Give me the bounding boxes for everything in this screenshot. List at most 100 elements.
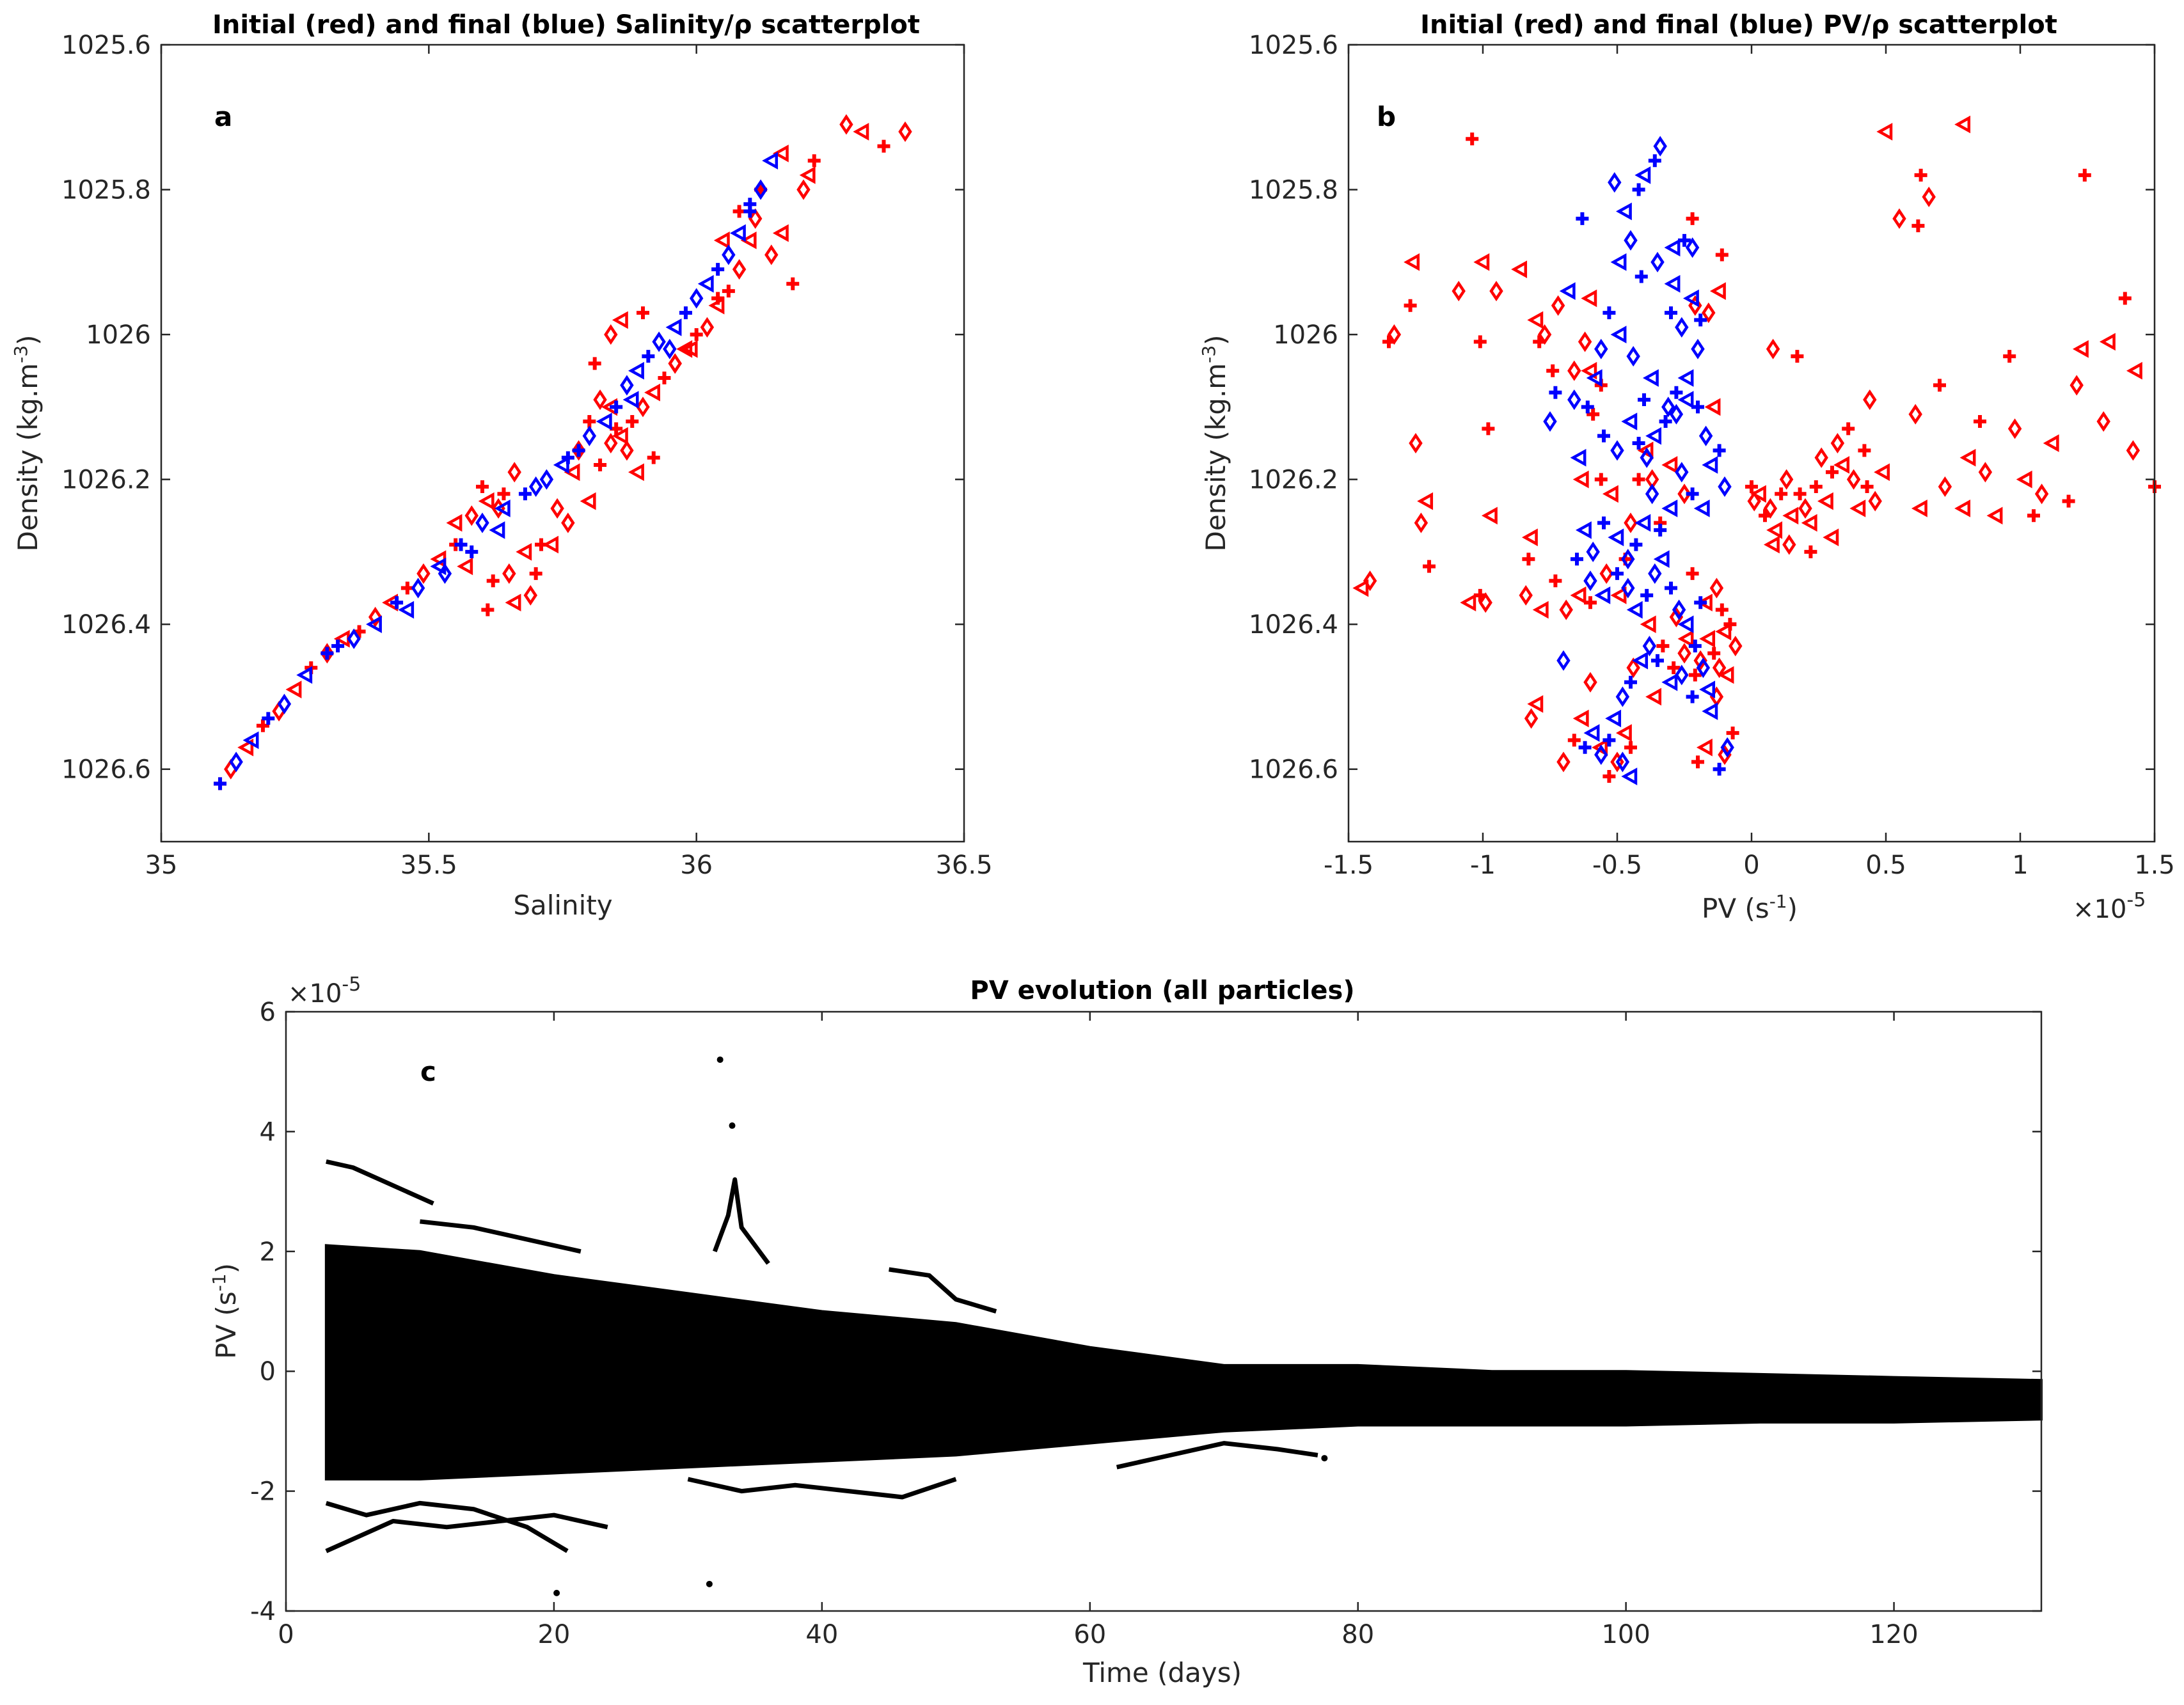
data-point-initial xyxy=(1874,463,1890,482)
data-point-initial xyxy=(732,205,746,218)
x-tick-label: 100 xyxy=(1601,1620,1650,1649)
data-point-initial xyxy=(593,389,607,411)
data-point-initial xyxy=(1645,688,1662,706)
data-point-initial xyxy=(2007,418,2022,439)
data-point-initial xyxy=(1842,422,1855,436)
data-point-initial xyxy=(1581,361,1597,380)
data-point-initial xyxy=(1914,168,1927,182)
data-point-final xyxy=(1567,389,1581,411)
data-point-initial xyxy=(1826,466,1839,479)
data-point-initial xyxy=(1404,299,1417,312)
data-point-final xyxy=(366,615,382,634)
y-tick-label: 1026.4 xyxy=(61,610,151,640)
data-point-initial xyxy=(1686,212,1699,225)
data-point-initial xyxy=(772,145,789,162)
data-point-initial xyxy=(2118,292,2132,305)
data-point-initial xyxy=(626,415,639,428)
data-point-final xyxy=(1640,447,1654,468)
data-point-final xyxy=(582,425,597,446)
data-point-initial xyxy=(1849,499,1866,517)
data-point-initial xyxy=(853,123,869,141)
data-point-final xyxy=(1610,440,1624,461)
x-tick-label: 20 xyxy=(537,1620,570,1649)
pv-outlier-point xyxy=(706,1580,713,1587)
data-point-final xyxy=(762,152,779,170)
y-tick-label: 1025.6 xyxy=(61,31,151,60)
data-point-final xyxy=(331,640,345,653)
data-point-final xyxy=(1702,702,1718,720)
data-point-final xyxy=(528,476,543,498)
data-point-final xyxy=(518,487,532,501)
data-point-initial xyxy=(1978,462,1993,483)
data-point-final xyxy=(1642,636,1657,657)
data-point-final xyxy=(277,693,292,714)
data-point-initial xyxy=(464,505,479,526)
data-point-initial xyxy=(1527,311,1544,329)
data-point-initial xyxy=(839,114,853,135)
data-point-final xyxy=(1602,734,1616,747)
data-point-initial xyxy=(764,244,779,265)
data-point-final xyxy=(1615,751,1630,773)
data-point-initial xyxy=(1677,483,1691,505)
data-point-initial xyxy=(1567,734,1581,747)
panel-b-title: Initial (red) and final (blue) PV/ρ scat… xyxy=(1420,10,2057,40)
data-point-initial xyxy=(1863,389,1877,411)
data-point-initial xyxy=(676,340,693,358)
data-point-final xyxy=(754,179,768,200)
data-point-final xyxy=(1669,404,1684,425)
data-point-initial xyxy=(446,514,463,532)
data-point-final xyxy=(620,375,634,396)
data-point-final xyxy=(1653,550,1670,569)
panel-b: Initial (red) and final (blue) PV/ρ scat… xyxy=(1198,10,2175,924)
data-point-final xyxy=(1713,762,1726,776)
data-point-initial xyxy=(1583,672,1597,693)
data-point-initial xyxy=(1763,498,1778,519)
data-point-initial xyxy=(1599,563,1613,584)
data-point-initial xyxy=(1632,473,1645,486)
data-point-final xyxy=(1665,306,1677,320)
panel-a-marks xyxy=(214,114,912,790)
data-point-initial xyxy=(1846,469,1861,490)
pv-outlier-point xyxy=(716,1056,724,1063)
data-point-final xyxy=(465,545,479,558)
data-point-final xyxy=(320,647,334,660)
data-point-final xyxy=(494,499,510,517)
data-point-initial xyxy=(1696,738,1713,757)
y-tick-label: 1026 xyxy=(1273,320,1338,350)
data-point-final xyxy=(1576,212,1589,225)
panel-c-y-label-end: ) xyxy=(210,1263,242,1273)
data-point-final xyxy=(539,469,554,490)
panel-c-y-label-sup: -1 xyxy=(209,1273,230,1291)
data-point-initial xyxy=(1637,441,1654,460)
data-point-initial xyxy=(516,543,532,561)
data-point-final xyxy=(390,596,404,609)
panel-a-plot-area xyxy=(160,43,965,843)
data-point-initial xyxy=(647,451,660,464)
data-point-initial xyxy=(542,535,559,554)
data-point-final xyxy=(1611,567,1624,580)
pv-particle-trace xyxy=(687,1477,957,1500)
y-tick-label: 6 xyxy=(260,998,276,1027)
y-tick-label: 1025.6 xyxy=(1249,31,1338,60)
data-point-initial xyxy=(1578,331,1592,352)
panel-c-x-ticks: 0 20 40 60 80 100 120 xyxy=(278,1012,1919,1649)
data-point-initial xyxy=(1959,448,1976,467)
panel-a-y-label-end: ) xyxy=(12,335,44,345)
data-point-final xyxy=(1624,230,1638,251)
data-point-final xyxy=(1659,415,1672,428)
pv-particle-trace xyxy=(713,1177,770,1265)
data-point-final xyxy=(1615,686,1630,707)
data-point-initial xyxy=(1572,709,1589,728)
data-point-initial xyxy=(1793,487,1807,501)
panel-a-y-ticks: 1025.6 1025.8 1026 1026.2 1026.4 1026.6 xyxy=(61,31,964,785)
data-point-final xyxy=(1686,690,1699,703)
data-point-initial xyxy=(1656,640,1670,653)
data-point-initial xyxy=(1602,770,1616,783)
data-point-initial xyxy=(580,492,596,510)
data-point-final xyxy=(1702,456,1718,474)
data-point-final xyxy=(1621,767,1638,785)
y-tick-label: 1025.8 xyxy=(1249,176,1338,205)
data-point-initial xyxy=(368,606,383,627)
data-point-final xyxy=(1626,346,1640,367)
data-point-initial xyxy=(502,563,516,584)
